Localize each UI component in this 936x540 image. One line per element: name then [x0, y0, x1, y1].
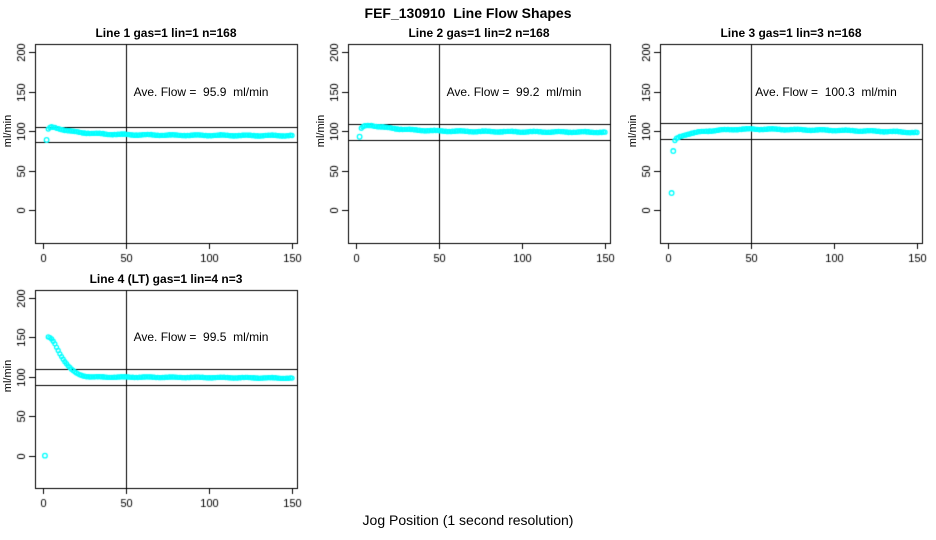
y-axis-label-line3: ml/min — [627, 114, 639, 148]
subplot-title-line1: Line 1 gas=1 lin=1 n=168 — [95, 26, 237, 40]
ave-flow-annotation-line3: Ave. Flow = 100.3 ml/min — [755, 85, 897, 99]
figure-title: FEF_130910 Line Flow Shapes — [364, 5, 572, 21]
y-axis-label-line2: ml/min — [315, 114, 327, 148]
y-axis-label-line4: ml/min — [2, 359, 14, 393]
subplot-title-line3: Line 3 gas=1 lin=3 n=168 — [720, 26, 862, 40]
subplot-title-line2: Line 2 gas=1 lin=2 n=168 — [408, 26, 550, 40]
ave-flow-annotation-line1: Ave. Flow = 95.9 ml/min — [133, 85, 269, 99]
y-axis-label-line1: ml/min — [2, 114, 14, 148]
ave-flow-annotation-line2: Ave. Flow = 99.2 ml/min — [446, 85, 582, 99]
ave-flow-annotation-line4: Ave. Flow = 99.5 ml/min — [133, 330, 269, 344]
x-axis-label: Jog Position (1 second resolution) — [362, 512, 574, 528]
subplot-title-line4: Line 4 (LT) gas=1 lin=4 n=3 — [89, 272, 243, 286]
